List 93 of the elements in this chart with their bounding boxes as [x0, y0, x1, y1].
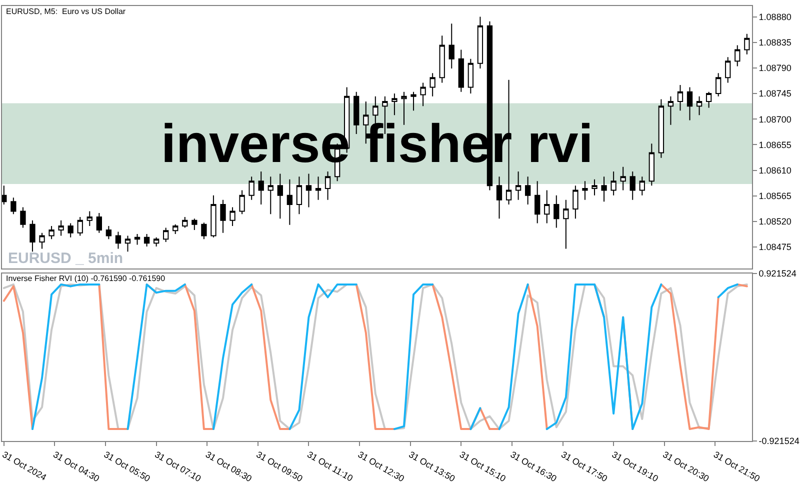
candlestick	[153, 236, 160, 248]
candlestick	[706, 91, 712, 108]
candlestick	[20, 206, 26, 228]
candlestick	[30, 220, 36, 252]
candlestick	[744, 33, 750, 55]
candlestick	[220, 199, 226, 234]
candlestick	[239, 190, 245, 215]
candlestick	[39, 232, 45, 250]
annotation: Inverse Fisher RVI (10) -0.761590 -0.761590	[6, 274, 166, 283]
candlestick	[716, 72, 722, 97]
candlestick	[477, 16, 484, 70]
candlestick	[182, 216, 188, 228]
candlestick	[68, 222, 74, 238]
candlestick	[592, 178, 598, 196]
candlestick	[420, 82, 426, 107]
candlestick	[392, 93, 398, 116]
y-tick-label: 1.08790	[758, 63, 792, 74]
candlestick	[458, 49, 464, 92]
candlestick	[106, 226, 112, 240]
candlestick	[496, 176, 502, 220]
candlestick	[430, 72, 436, 97]
candlestick	[686, 86, 693, 121]
y-tick-label: 1.08565	[758, 191, 792, 202]
candlestick	[544, 190, 550, 224]
candlestick	[610, 170, 616, 196]
x-tick-label: 31 Oct 11:10	[305, 449, 355, 484]
y-tick-label: 1.08520	[758, 216, 792, 227]
candlestick	[10, 197, 16, 215]
candlestick	[572, 185, 578, 220]
candlestick	[639, 176, 645, 196]
candlestick	[2, 185, 7, 205]
candlestick	[582, 180, 588, 200]
candlestick	[725, 56, 731, 84]
candlestick	[620, 166, 626, 191]
candlestick	[601, 176, 607, 202]
candlestick	[630, 170, 636, 200]
y-tick-label: 1.08610	[758, 165, 792, 176]
candlestick	[192, 218, 198, 231]
y-tick-label: -0.921524	[758, 436, 800, 446]
candlestick	[48, 226, 54, 240]
candlestick	[268, 176, 274, 215]
candlestick	[86, 210, 92, 227]
x-tick-label: 31 Oct 19:10	[610, 449, 660, 484]
y-tick-label: 1.08880	[758, 12, 792, 22]
candlestick	[172, 224, 178, 235]
candlestick	[668, 96, 674, 126]
candlestick	[230, 206, 236, 227]
x-tick-label: 31 Oct 16:30	[508, 449, 558, 484]
candlestick	[163, 227, 169, 242]
x-tick-label: 31 Oct 2024	[0, 449, 48, 482]
candlestick	[468, 58, 474, 94]
candlestick	[277, 173, 283, 220]
x-tick-label: 31 Oct 12:30	[356, 449, 406, 484]
candlestick	[696, 96, 702, 116]
candlestick	[524, 176, 531, 205]
candlestick	[201, 222, 207, 240]
candlestick	[77, 216, 83, 236]
y-tick-label: 1.08475	[758, 242, 792, 252]
candlestick	[134, 234, 140, 246]
candlestick	[296, 176, 302, 215]
y-tick-label: 1.08655	[758, 140, 792, 150]
candlestick	[534, 180, 540, 224]
x-tick-label: 31 Oct 15:10	[458, 449, 508, 484]
candlestick	[439, 35, 445, 84]
candlestick	[96, 212, 102, 234]
candlestick	[563, 199, 569, 250]
candlestick	[658, 98, 664, 158]
candlestick	[248, 176, 254, 200]
y-tick-label: 1.08745	[758, 88, 792, 99]
candlestick	[648, 143, 654, 186]
candlestick	[677, 84, 684, 112]
candlestick	[210, 194, 216, 238]
candlestick	[315, 176, 322, 200]
candlestick	[324, 170, 331, 200]
candlestick	[258, 170, 264, 205]
candlestick	[554, 194, 560, 228]
candlestick	[286, 178, 293, 226]
annotation: EURUSD _ 5min	[8, 250, 124, 267]
candlestick	[515, 170, 522, 200]
y-tick-label: 0.921524	[758, 268, 796, 279]
candlestick	[58, 220, 64, 236]
candlestick	[306, 173, 312, 208]
candlestick	[124, 235, 131, 252]
candlestick	[448, 23, 454, 70]
y-tick-label: 1.08835	[758, 38, 792, 48]
candlestick	[115, 231, 122, 250]
candlestick	[734, 44, 740, 67]
y-tick-label: 1.08700	[758, 114, 792, 124]
annotation: EURUSD, M5: Euro vs US Dollar	[6, 7, 126, 16]
x-tick-label: 31 Oct 17:50	[560, 449, 610, 484]
candlestick	[144, 234, 150, 248]
candlestick	[410, 91, 416, 112]
x-tick-label: 31 Oct 13:50	[407, 449, 457, 484]
